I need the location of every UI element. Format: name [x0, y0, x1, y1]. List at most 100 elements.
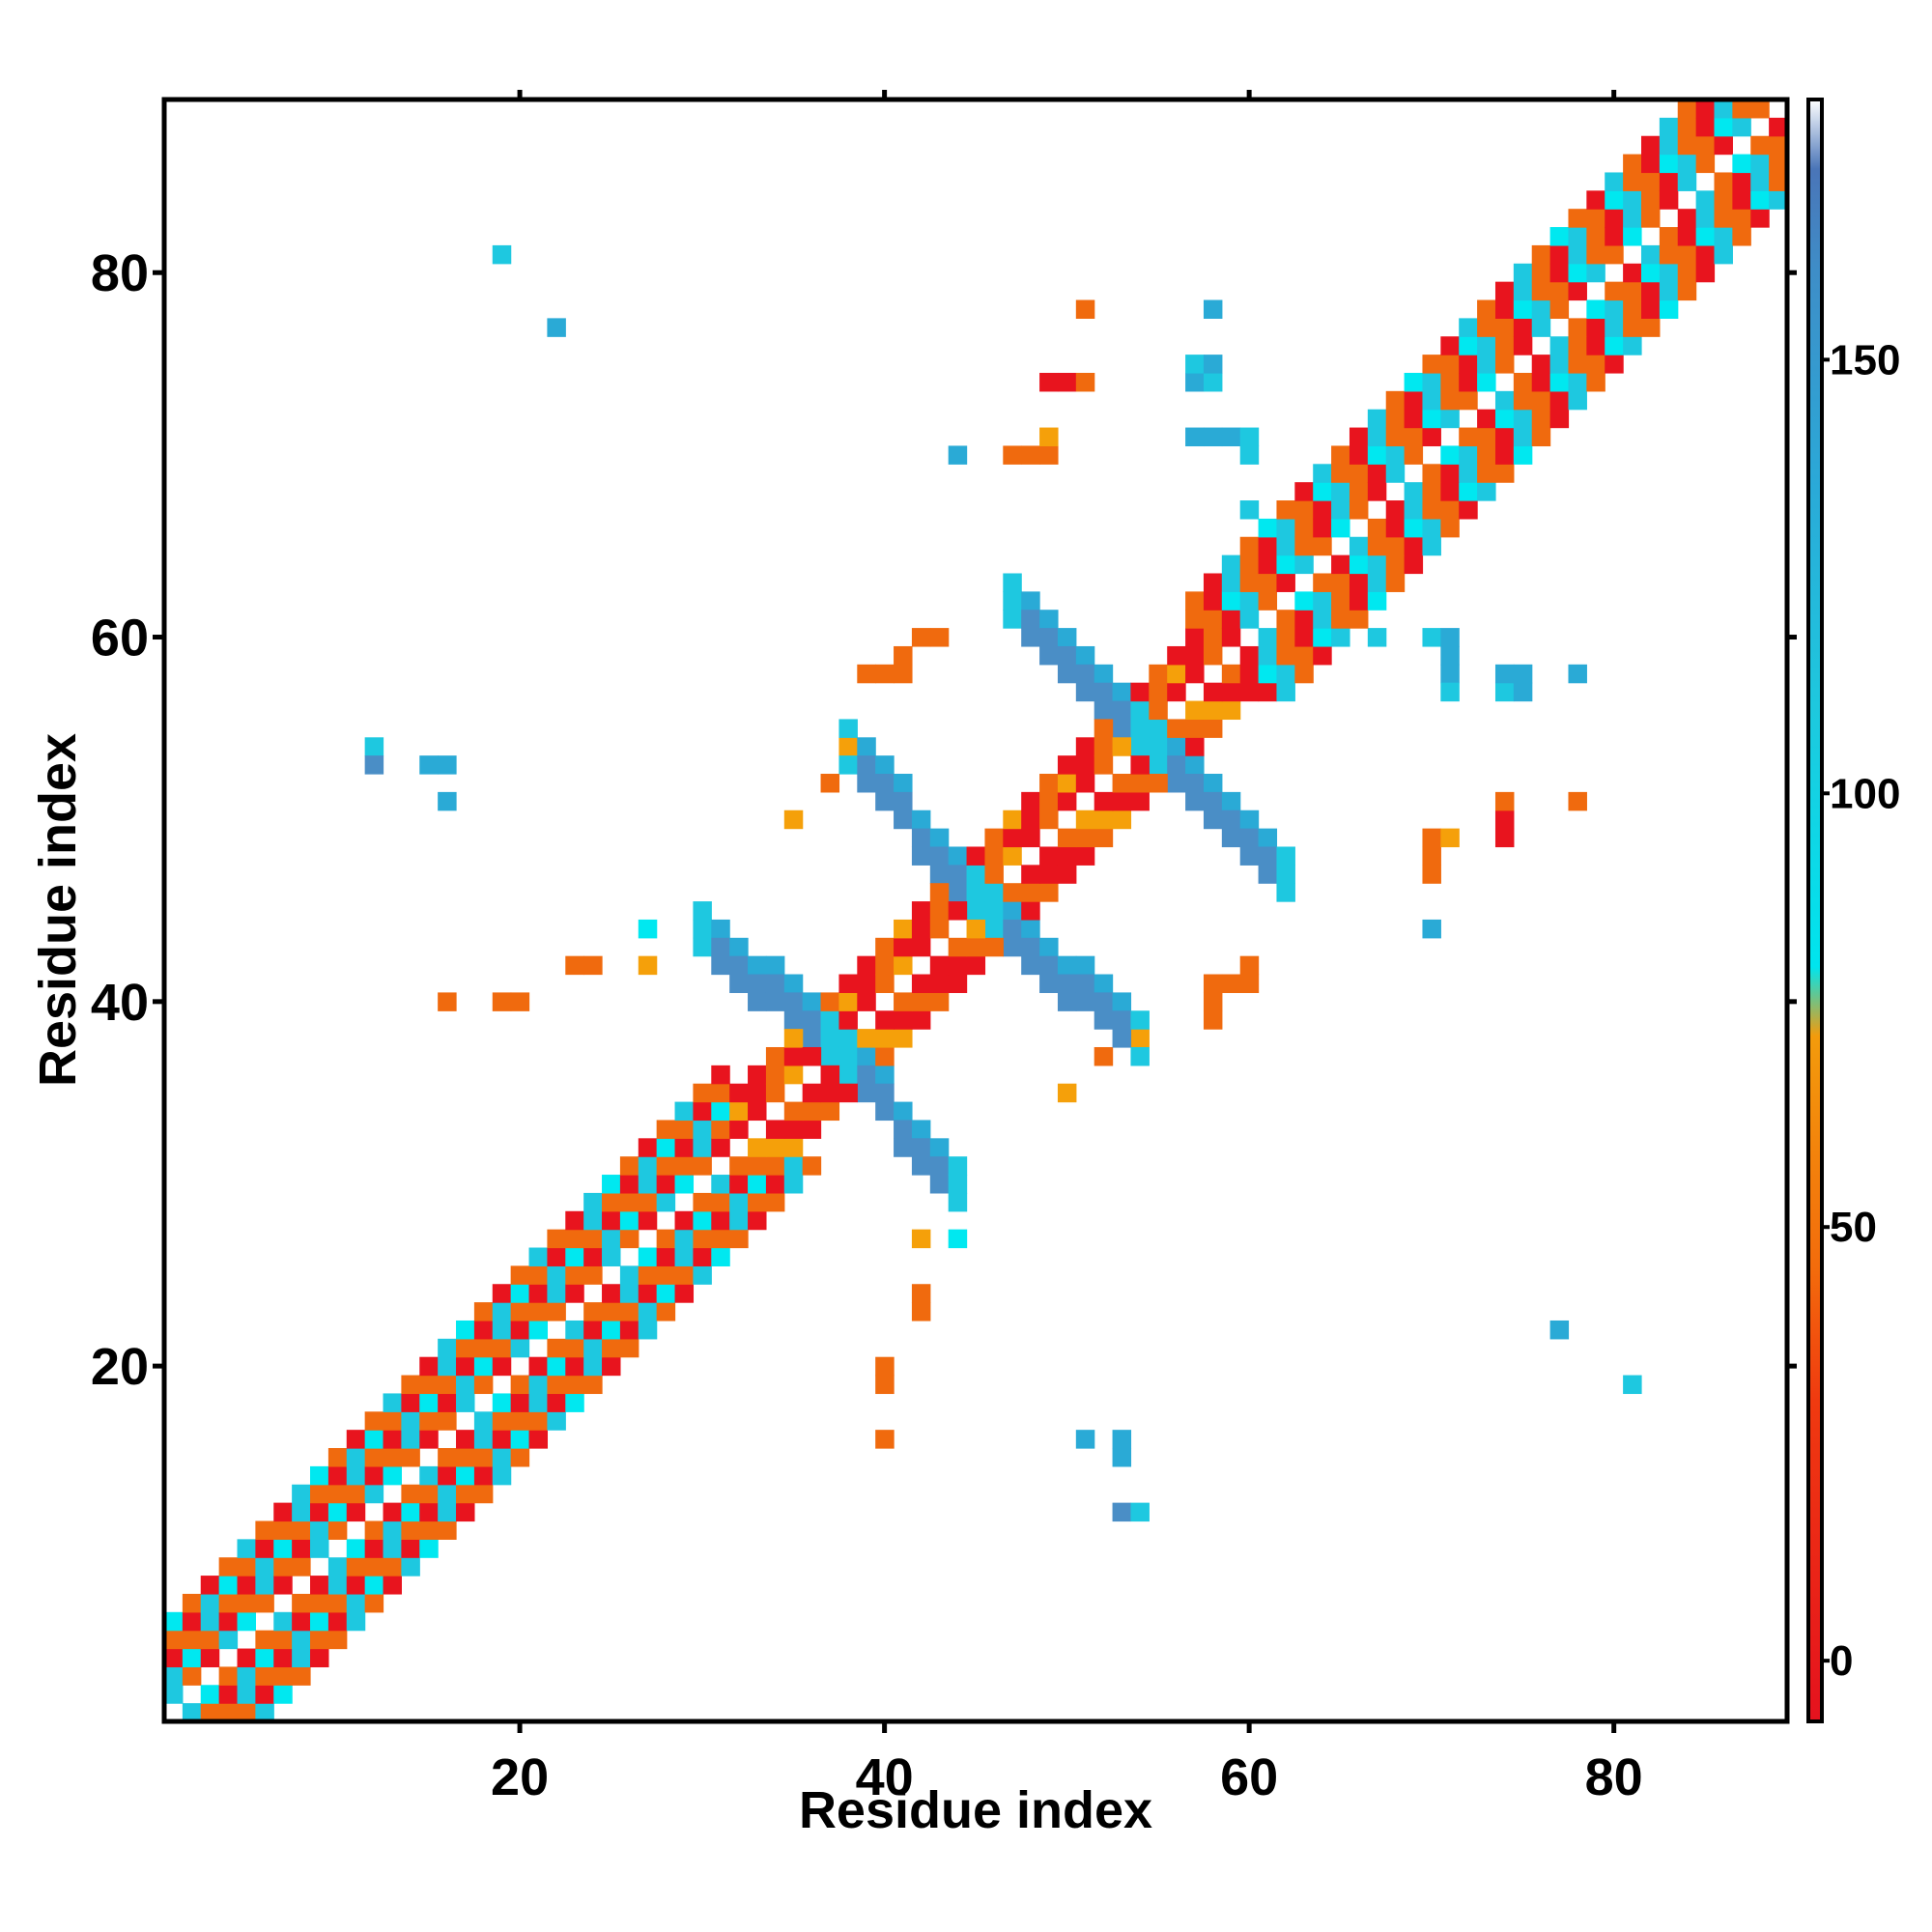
heatmap-cell [1039, 810, 1059, 830]
heatmap-cell [929, 846, 950, 866]
heatmap-cell [1331, 500, 1350, 520]
heatmap-cell [1021, 883, 1040, 902]
heatmap-cell [273, 1630, 293, 1650]
heatmap-cell [619, 1320, 639, 1340]
heatmap-cell [1494, 299, 1515, 319]
heatmap-cell [1404, 536, 1424, 556]
heatmap-cell [984, 937, 1004, 957]
heatmap-cell [1039, 955, 1059, 976]
heatmap-cell [1258, 536, 1278, 556]
heatmap-cell [1185, 355, 1205, 374]
heatmap-cell [492, 244, 512, 265]
heatmap-cell [966, 883, 986, 902]
heatmap-cell [1714, 117, 1733, 137]
heatmap-cell [1221, 700, 1241, 721]
heatmap-cell [857, 1046, 876, 1066]
heatmap-cell [1659, 281, 1679, 301]
heatmap-cell [1313, 645, 1332, 666]
heatmap-cell [1094, 992, 1114, 1011]
heatmap-cell [565, 1247, 584, 1266]
heatmap-cell [401, 1502, 420, 1522]
heatmap-cell [456, 1320, 475, 1340]
heatmap-cell [1294, 610, 1314, 629]
heatmap-cell [765, 974, 785, 993]
heatmap-cell [1477, 336, 1496, 355]
heatmap-cell [1057, 791, 1077, 811]
heatmap-cell [1714, 99, 1733, 119]
heatmap-cell [1094, 1010, 1114, 1030]
heatmap-cell [438, 1484, 457, 1504]
heatmap-cell [948, 865, 968, 884]
heatmap-cell [292, 1520, 311, 1540]
heatmap-cell [237, 1539, 256, 1558]
heatmap-cell [1276, 883, 1295, 902]
heatmap-cell [1385, 518, 1406, 538]
heatmap-cell [401, 1448, 420, 1467]
heatmap-cell [602, 1320, 621, 1340]
heatmap-cell [711, 1175, 730, 1194]
heatmap-cell [911, 846, 931, 866]
heatmap-cell [1239, 828, 1260, 848]
heatmap-cell [693, 1247, 712, 1266]
heatmap-cell [1440, 500, 1460, 520]
heatmap-cell [1732, 190, 1751, 210]
heatmap-cell [1276, 573, 1295, 592]
heatmap-cell [1167, 645, 1186, 666]
heatmap-cell [1075, 737, 1095, 756]
heatmap-cell [1732, 227, 1751, 246]
heatmap-cell [237, 1648, 256, 1668]
heatmap-cell [1185, 610, 1205, 629]
heatmap-cell [1623, 281, 1642, 301]
heatmap-cell [1185, 664, 1205, 684]
heatmap-cell [310, 1630, 329, 1650]
heatmap-cell [1203, 992, 1223, 1011]
heatmap-cell [1459, 318, 1478, 337]
heatmap-cell [1221, 573, 1241, 592]
heatmap-cell [802, 1156, 822, 1176]
heatmap-cell [802, 1010, 822, 1030]
heatmap-cell [1075, 828, 1095, 848]
heatmap-cell [1258, 828, 1278, 848]
colorbar-tick-label: 0 [1830, 1637, 1853, 1685]
heatmap-cell [310, 1465, 329, 1486]
heatmap-cell [310, 1502, 329, 1522]
heatmap-cell [364, 1557, 384, 1577]
heatmap-cell [547, 1338, 566, 1358]
heatmap-cell [783, 1120, 804, 1139]
heatmap-cell [438, 1502, 457, 1522]
heatmap-cell [1440, 445, 1460, 465]
heatmap-cell [255, 1576, 274, 1595]
heatmap-cell [1276, 682, 1295, 702]
heatmap-cell [456, 1502, 475, 1522]
heatmap-cell [729, 1175, 749, 1194]
heatmap-cell [1440, 518, 1460, 538]
heatmap-cell [948, 1192, 968, 1212]
heatmap-cell [346, 1611, 366, 1632]
heatmap-cell [802, 1083, 822, 1103]
heatmap-cell [401, 1375, 420, 1395]
heatmap-cell [1440, 645, 1460, 666]
heatmap-cell [383, 1502, 402, 1522]
heatmap-cell [1714, 209, 1733, 228]
heatmap-cell [857, 737, 876, 756]
heatmap-cell [565, 1210, 584, 1231]
heatmap-cell [1477, 299, 1496, 319]
heatmap-cell [857, 955, 876, 976]
heatmap-cell [327, 1465, 348, 1486]
heatmap-cell [1258, 865, 1278, 884]
heatmap-cell [419, 755, 439, 775]
heatmap-cell [911, 1284, 931, 1303]
heatmap-cell [1149, 682, 1168, 702]
heatmap-cell [748, 1083, 767, 1103]
heatmap-cell [619, 1338, 639, 1358]
heatmap-cell [911, 974, 931, 993]
heatmap-cell [1440, 336, 1460, 355]
heatmap-cell [327, 1630, 348, 1650]
heatmap-cell [729, 955, 749, 976]
heatmap-cell [1385, 554, 1406, 575]
heatmap-cell [1695, 227, 1716, 246]
heatmap-cell [1623, 227, 1642, 246]
heatmap-cells [164, 99, 1788, 1722]
heatmap-cell [1695, 99, 1716, 119]
